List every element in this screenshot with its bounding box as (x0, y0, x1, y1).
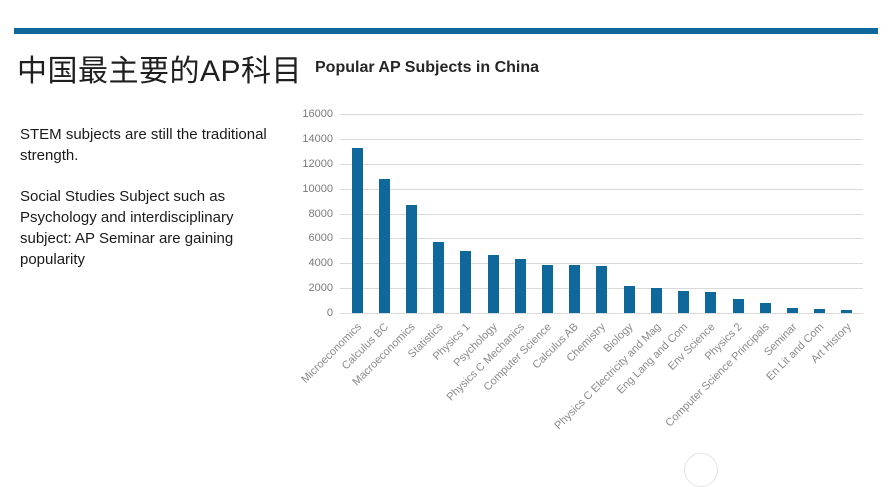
chart-title: Popular AP Subjects in China (315, 59, 540, 76)
y-axis-tick-label: 10000 (302, 182, 333, 195)
slide-body-text: STEM subjects are still the traditional … (20, 124, 270, 270)
bar (732, 299, 744, 313)
bar (814, 308, 826, 313)
y-axis-tick-label: 16000 (302, 108, 333, 120)
watermark-arc (684, 453, 718, 487)
y-axis-tick-label: 6000 (308, 232, 333, 245)
y-axis-tick-label: 12000 (302, 157, 333, 170)
bar (514, 258, 526, 313)
bar (678, 291, 690, 313)
body-paragraph-2: Social Studies Subject such as Psycholog… (20, 188, 234, 268)
bar (759, 303, 771, 313)
y-axis-tick-label: 8000 (308, 207, 333, 220)
body-paragraph-1: STEM subjects are still the traditional … (20, 126, 267, 164)
bar (787, 308, 799, 313)
y-axis-tick-label: 0 (326, 307, 333, 319)
gridline (340, 313, 863, 314)
top-accent-bar (14, 28, 878, 34)
gridline (340, 163, 863, 165)
gridline (340, 188, 863, 190)
bar (351, 147, 363, 313)
gridline (340, 138, 863, 140)
y-axis-tick-label: 2000 (308, 282, 333, 295)
bar (650, 287, 662, 313)
gridline (340, 263, 863, 265)
slide-page: 中国最主要的AP科目 STEM subjects are still the t… (14, 28, 878, 487)
bar (487, 254, 499, 313)
bar (542, 264, 554, 313)
bar (433, 242, 445, 313)
gridline (340, 213, 863, 215)
y-axis-tick-label: 4000 (308, 257, 333, 270)
bar (378, 179, 390, 313)
bar (405, 205, 417, 313)
gridline (340, 114, 863, 115)
bar (705, 291, 717, 313)
bar (841, 309, 853, 313)
gridline (340, 238, 863, 240)
y-axis-tick-label: 14000 (302, 132, 333, 145)
bar (460, 250, 472, 313)
bar (569, 265, 581, 313)
slide-title: 中国最主要的AP科目 (17, 55, 303, 88)
bar (596, 266, 608, 313)
chart-plot-area: 0 2000 4000 6000 8000 10000 12000 14000 16000 Mi… (299, 108, 863, 432)
bar (623, 286, 635, 313)
